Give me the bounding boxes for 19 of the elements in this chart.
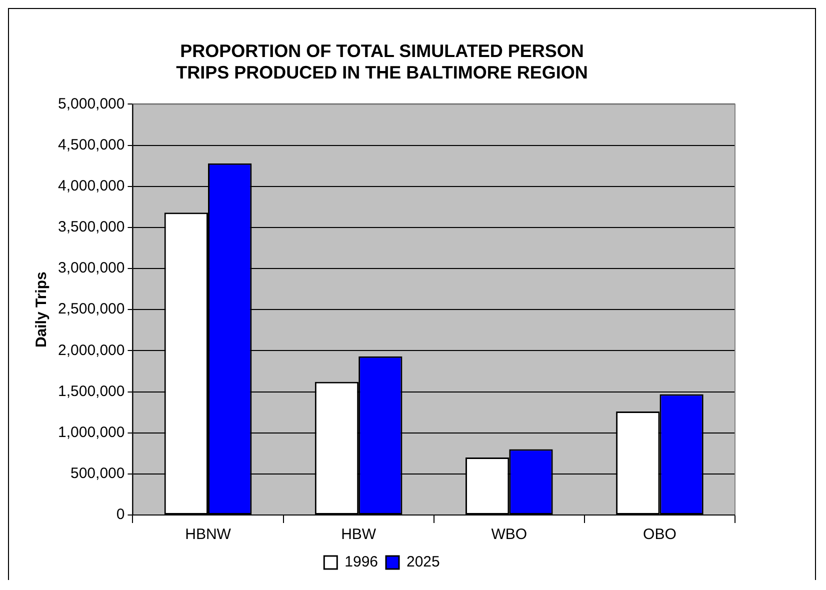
y-axis-title: Daily Trips (33, 272, 50, 348)
x-tick-label: WBO (491, 526, 528, 544)
legend-label: 1996 (344, 554, 378, 571)
x-tick-label: HBW (341, 526, 377, 544)
legend-label: 2025 (406, 554, 440, 571)
x-tick-label: HBNW (185, 526, 232, 544)
y-tick-label: 2,000,000 (58, 342, 125, 359)
y-tick-label: 2,500,000 (58, 300, 125, 318)
y-tick-label: 1,500,000 (58, 382, 125, 400)
y-tick-label: 500,000 (70, 465, 125, 482)
y-tick-label: 1,000,000 (58, 424, 125, 441)
y-tick-label: 4,500,000 (58, 136, 125, 154)
y-tick-label: 3,500,000 (58, 218, 125, 236)
y-tick-label: 4,000,000 (58, 178, 125, 194)
y-tick-label: 3,000,000 (58, 260, 125, 277)
y-tick-label: 0 (116, 506, 125, 524)
y-tick-label: 5,000,000 (58, 95, 125, 112)
x-tick-label: OBO (643, 526, 676, 544)
chart-title: PROPORTION OF TOTAL SIMULATED PERSON TRIPS PRODUCED IN THE BALTIMORE REGION (176, 40, 588, 82)
